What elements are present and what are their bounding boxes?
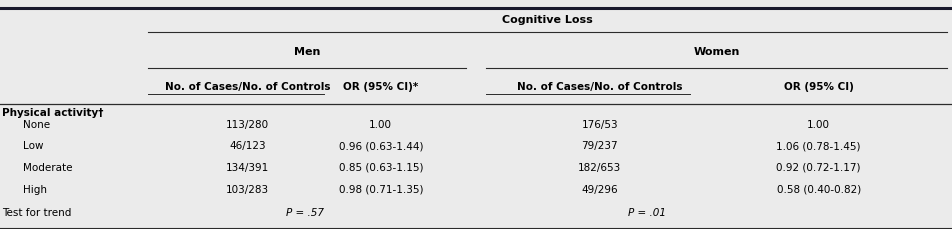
Text: No. of Cases/No. of Controls: No. of Cases/No. of Controls xyxy=(517,82,683,92)
Text: 113/280: 113/280 xyxy=(226,120,269,130)
Text: P = .57: P = .57 xyxy=(286,207,324,217)
Text: P = .01: P = .01 xyxy=(628,207,666,217)
Text: 0.98 (0.71-1.35): 0.98 (0.71-1.35) xyxy=(339,184,423,194)
Text: 0.85 (0.63-1.15): 0.85 (0.63-1.15) xyxy=(339,162,423,172)
Text: 79/237: 79/237 xyxy=(582,140,618,150)
Text: Low: Low xyxy=(23,140,44,150)
Text: None: None xyxy=(23,120,50,130)
Text: No. of Cases/No. of Controls: No. of Cases/No. of Controls xyxy=(165,82,330,92)
Text: 182/653: 182/653 xyxy=(578,162,622,172)
Text: 49/296: 49/296 xyxy=(582,184,618,194)
Text: 0.96 (0.63-1.44): 0.96 (0.63-1.44) xyxy=(339,140,423,150)
Text: OR (95% CI): OR (95% CI) xyxy=(783,82,854,92)
Text: 1.06 (0.78-1.45): 1.06 (0.78-1.45) xyxy=(777,140,861,150)
Text: Men: Men xyxy=(294,46,320,57)
Text: Cognitive Loss: Cognitive Loss xyxy=(502,14,593,25)
Text: Moderate: Moderate xyxy=(23,162,72,172)
Text: 103/283: 103/283 xyxy=(226,184,269,194)
Text: OR (95% CI)*: OR (95% CI)* xyxy=(343,82,419,92)
Text: 46/123: 46/123 xyxy=(229,140,266,150)
Text: Test for trend: Test for trend xyxy=(2,207,71,217)
Text: 176/53: 176/53 xyxy=(582,120,618,130)
Text: 0.58 (0.40-0.82): 0.58 (0.40-0.82) xyxy=(777,184,861,194)
Text: Women: Women xyxy=(693,46,740,57)
Text: 1.00: 1.00 xyxy=(807,120,830,130)
Text: 134/391: 134/391 xyxy=(226,162,269,172)
Text: High: High xyxy=(23,184,47,194)
Text: Physical activity†: Physical activity† xyxy=(2,107,103,117)
Text: 0.92 (0.72-1.17): 0.92 (0.72-1.17) xyxy=(777,162,861,172)
Text: 1.00: 1.00 xyxy=(369,120,392,130)
